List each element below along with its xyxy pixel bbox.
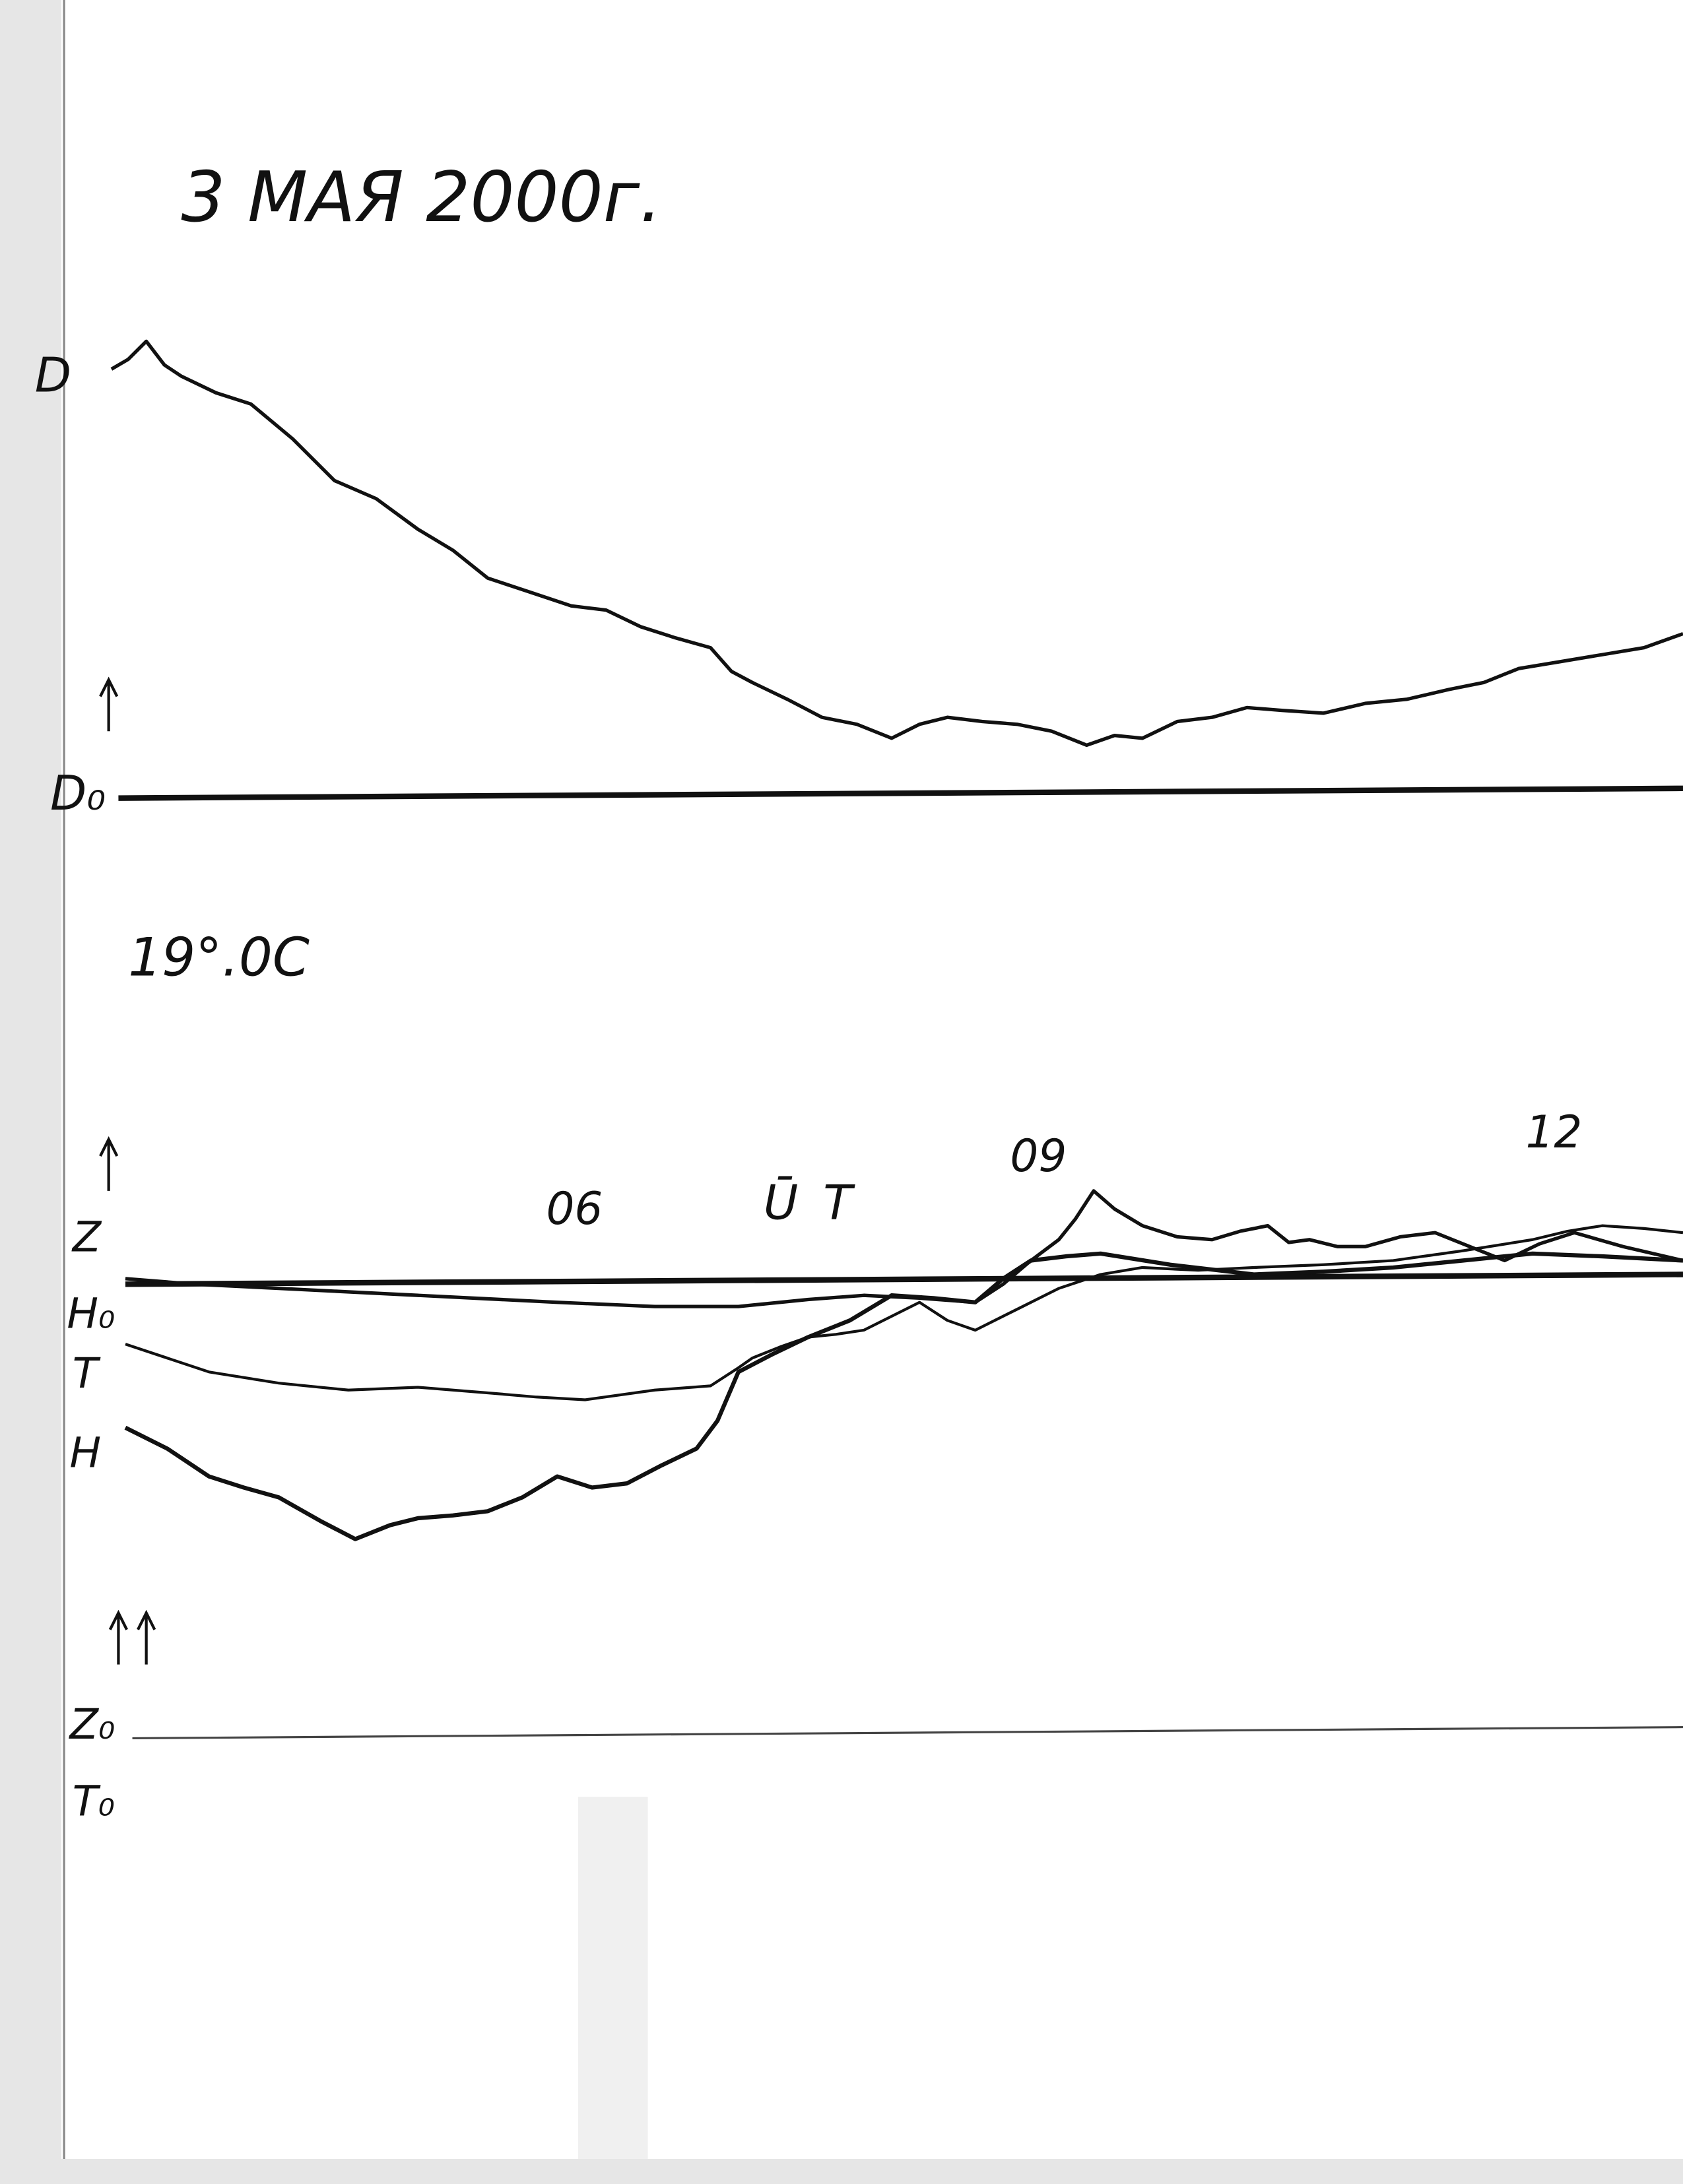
z-trace bbox=[125, 1189, 1683, 1308]
trace-label: H bbox=[70, 1429, 102, 1477]
time-label: 09 bbox=[1010, 1130, 1067, 1182]
arrow bbox=[99, 676, 119, 732]
trace-label: T₀ bbox=[73, 1776, 115, 1825]
time-label: ŪT bbox=[764, 1175, 877, 1231]
trace-label: H₀ bbox=[67, 1289, 115, 1337]
stain bbox=[578, 1797, 648, 2159]
trace-label: D₀ bbox=[50, 765, 106, 821]
h-trace bbox=[124, 1251, 1683, 1541]
d-trace bbox=[110, 339, 1683, 748]
time-label: 06 bbox=[546, 1182, 603, 1235]
trace-label: T bbox=[73, 1349, 101, 1397]
t-trace bbox=[125, 1224, 1683, 1401]
baseline bbox=[118, 785, 1683, 801]
arrow bbox=[108, 1609, 156, 1665]
trace-label: Z₀ bbox=[69, 1700, 116, 1749]
scan-margin-bottom bbox=[0, 2158, 1683, 2184]
scan-margin bbox=[0, 0, 61, 2184]
temperature: 19°.0C bbox=[128, 927, 310, 988]
baseline bbox=[125, 1271, 1683, 1287]
time-label: 12 bbox=[1525, 1106, 1582, 1158]
trace-label: Z bbox=[71, 1212, 102, 1261]
record-date: 3 МАЯ 2000г. bbox=[181, 156, 661, 238]
arrow bbox=[99, 1136, 119, 1191]
trace-label: D bbox=[35, 348, 71, 403]
baseline bbox=[132, 1725, 1683, 1740]
